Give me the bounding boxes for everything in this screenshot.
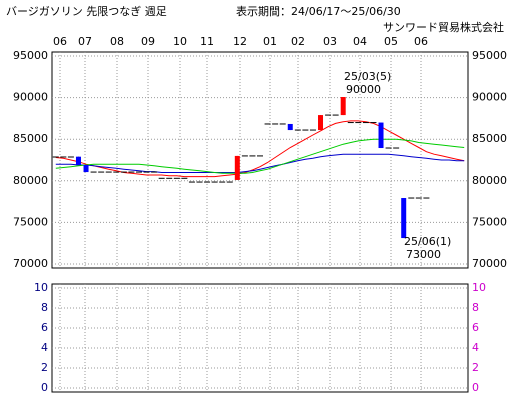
y-tick-label: 90000 [13, 91, 48, 104]
sub-y-tick-label: 2 [41, 361, 48, 374]
sub-frame [51, 283, 469, 393]
candle-body [401, 198, 407, 239]
moving-average [55, 153, 465, 173]
candle-body [234, 155, 240, 180]
x-tick-label: 06 [414, 35, 428, 48]
x-tick-label: 03 [323, 35, 337, 48]
x-tick-label: 04 [353, 35, 367, 48]
y2-tick-label: 90000 [472, 91, 507, 104]
sub-y2-tick-label: 4 [472, 341, 479, 354]
chart-subtitle: 表示期間：24/06/17～25/06/30 [236, 4, 401, 18]
candle-body [318, 115, 324, 131]
y-tick-label: 80000 [13, 174, 48, 187]
annotation-price: 90000 [346, 83, 381, 96]
sub-y-tick-label: 4 [41, 341, 48, 354]
x-tick-label: 02 [291, 35, 305, 48]
y2-tick-label: 70000 [472, 257, 507, 270]
x-tick-label: 05 [384, 35, 398, 48]
company: サンワード貿易株式会社 [383, 20, 504, 34]
x-tick-label: 09 [141, 35, 155, 48]
y2-tick-label: 80000 [472, 174, 507, 187]
sub-y-tick-label: 10 [34, 281, 48, 294]
y-tick-label: 70000 [13, 257, 48, 270]
x-tick-label: 01 [263, 35, 277, 48]
y-tick-label: 95000 [13, 49, 48, 62]
candle-body [287, 123, 293, 131]
y-tick-label: 85000 [13, 132, 48, 145]
sub-y-tick-label: 8 [41, 301, 48, 314]
x-tick-label: 06 [53, 35, 67, 48]
sub-y-tick-label: 6 [41, 321, 48, 334]
sub-y-tick-label: 0 [41, 381, 48, 394]
x-tick-label: 11 [200, 35, 214, 48]
annotation-price: 73000 [406, 248, 441, 261]
annotation-date: 25/03(5) [344, 70, 391, 83]
candle-body [378, 122, 384, 149]
sub-y2-tick-label: 10 [472, 281, 486, 294]
sub-y2-tick-label: 6 [472, 321, 479, 334]
x-tick-label: 10 [173, 35, 187, 48]
main-frame [51, 51, 469, 269]
y2-tick-label: 75000 [472, 215, 507, 228]
moving-average [55, 138, 465, 174]
candle-body [340, 97, 346, 116]
y-tick-label: 75000 [13, 215, 48, 228]
sub-y2-tick-label: 2 [472, 361, 479, 374]
y2-tick-label: 85000 [472, 132, 507, 145]
x-tick-label: 12 [233, 35, 247, 48]
sub-y2-tick-label: 8 [472, 301, 479, 314]
y2-tick-label: 95000 [472, 49, 507, 62]
candle-body [75, 156, 81, 165]
x-tick-label: 07 [78, 35, 92, 48]
candle-body [83, 164, 89, 173]
sub-y2-tick-label: 0 [472, 381, 479, 394]
chart-title: バージガソリン 先限つなぎ 週足 [6, 4, 167, 18]
x-tick-label: 08 [110, 35, 124, 48]
annotation-date: 25/06(1) [404, 235, 451, 248]
